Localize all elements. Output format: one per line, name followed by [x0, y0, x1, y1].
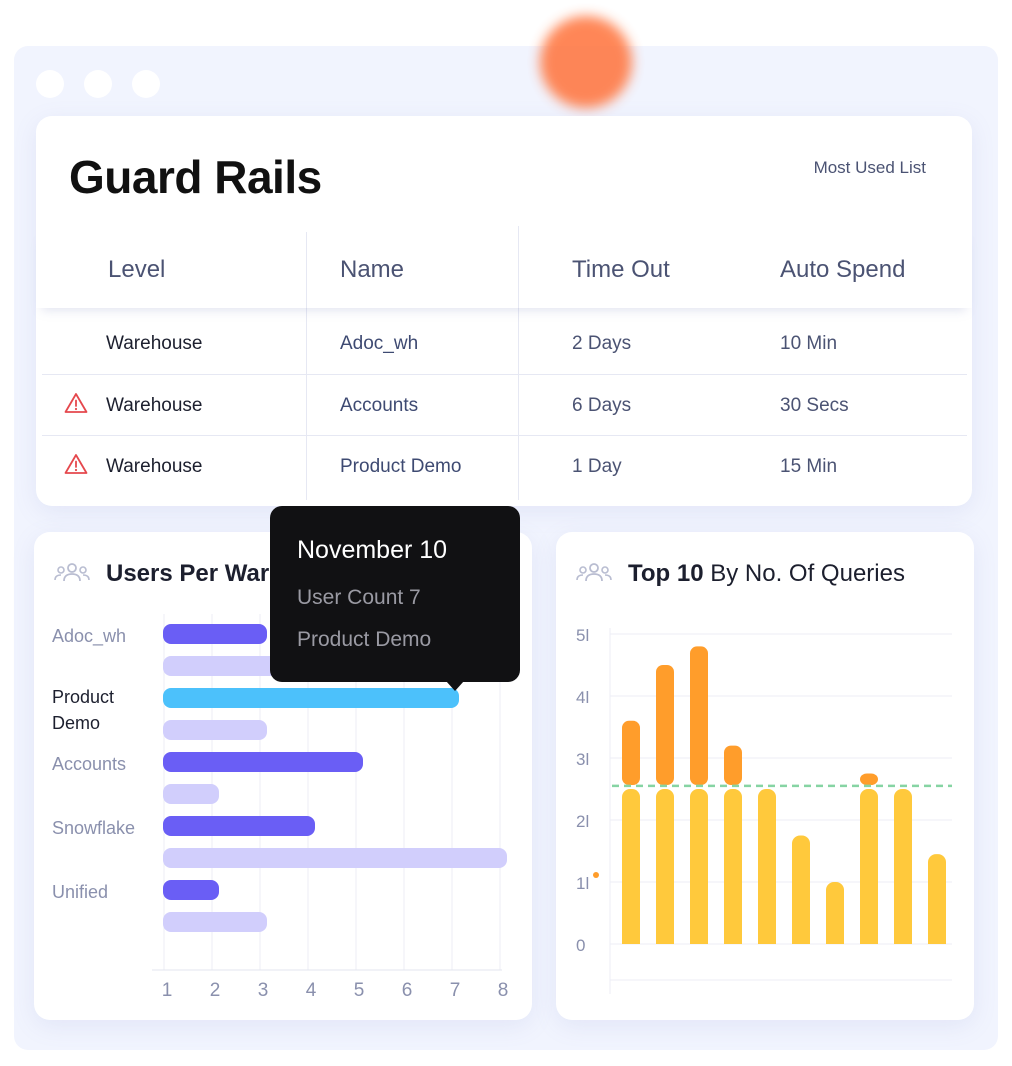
- bar-top: [622, 720, 640, 785]
- row-auto-spend: 15 Min: [780, 456, 838, 477]
- x-tick-label: 3: [258, 980, 269, 1001]
- category-label: Snowflake: [52, 818, 135, 838]
- y-tick-label: 4l: [576, 688, 589, 707]
- category-label: Accounts: [52, 754, 126, 774]
- x-tick-label: 8: [498, 980, 509, 1001]
- chart-tooltip: November 10 User Count 7 Product Demo: [270, 506, 520, 691]
- column-header-name[interactable]: Name: [340, 256, 405, 283]
- bar-fill: [622, 797, 640, 944]
- row-level: Warehouse: [106, 395, 203, 416]
- row-time-out: 6 Days: [572, 395, 632, 416]
- x-tick-label: 7: [450, 980, 461, 1001]
- users-icon: [576, 563, 612, 582]
- bar-fill: [656, 797, 674, 944]
- top-queries-card: Top 10 By No. Of Queries 0 1l 2l 3l 4l 5l: [556, 532, 974, 1020]
- bar: [163, 624, 267, 644]
- bar-top: [860, 773, 878, 785]
- x-tick-label: 6: [402, 980, 413, 1001]
- row-name: Product Demo: [340, 456, 462, 477]
- row-time-out: 2 Days: [572, 333, 632, 354]
- window-dot-3[interactable]: [132, 70, 160, 98]
- window-dot-1[interactable]: [36, 70, 64, 98]
- row-name: Accounts: [340, 395, 419, 416]
- x-tick-label: 1: [162, 980, 173, 1001]
- bar-top: [724, 745, 742, 785]
- row-auto-spend: 10 Min: [780, 333, 838, 354]
- category-label: Unified: [52, 882, 108, 902]
- y-tick-label: 3l: [576, 750, 589, 769]
- column-divider: [518, 226, 519, 500]
- users-icon: [54, 563, 90, 582]
- table-row[interactable]: Warehouse Adoc_wh 2 Days 10 Min: [42, 314, 967, 375]
- row-level: Warehouse: [106, 333, 203, 354]
- category-label: Product Demo: [52, 687, 114, 733]
- warning-icon: [64, 393, 88, 413]
- bar: [163, 752, 363, 772]
- queries-card-title: Top 10 By No. Of Queries: [628, 560, 905, 587]
- window-dot-2[interactable]: [84, 70, 112, 98]
- bar-fill: [826, 890, 844, 944]
- x-tick-label: 5: [354, 980, 365, 1001]
- top-queries-chart: 0 1l 2l 3l 4l 5l: [576, 626, 952, 994]
- column-header-time-out[interactable]: Time Out: [572, 256, 670, 283]
- bar-fill: [928, 862, 946, 944]
- table-row[interactable]: Warehouse Product Demo 1 Day 15 Min: [42, 436, 967, 496]
- bar-fill: [860, 797, 878, 944]
- y-tick-label: 1l: [576, 874, 589, 893]
- bar: [163, 688, 459, 708]
- bar: [163, 720, 267, 740]
- y-tick-label: 2l: [576, 812, 589, 831]
- tooltip-date: November 10: [297, 536, 448, 564]
- row-time-out: 1 Day: [572, 456, 622, 477]
- bar: [163, 848, 507, 868]
- y-tick-label: 5l: [576, 626, 589, 645]
- row-auto-spend: 30 Secs: [780, 395, 849, 416]
- table-row[interactable]: Warehouse Accounts 6 Days 30 Secs: [42, 375, 967, 436]
- bar-fill: [690, 797, 708, 944]
- column-header-auto-spend[interactable]: Auto Spend: [780, 256, 906, 283]
- column-divider: [306, 232, 307, 500]
- bar: [163, 816, 315, 836]
- y-tick-label: 0: [576, 936, 585, 955]
- bar: [163, 912, 267, 932]
- x-tick-label: 4: [306, 980, 317, 1001]
- bar-fill: [758, 797, 776, 944]
- bar-top: [690, 646, 708, 785]
- bar: [163, 880, 219, 900]
- bar-fill: [792, 843, 810, 944]
- warning-icon: [64, 454, 88, 474]
- table-header: Level Name Time Out Auto Spend: [36, 228, 972, 308]
- row-level: Warehouse: [106, 456, 203, 477]
- x-tick-label: 2: [210, 980, 221, 1001]
- bar-fill: [894, 797, 912, 944]
- tooltip-warehouse: Product Demo: [297, 628, 432, 651]
- row-name: Adoc_wh: [340, 333, 419, 354]
- users-card-title: Users Per War: [106, 560, 270, 587]
- decorative-blob: [540, 16, 632, 108]
- most-used-list-link[interactable]: Most Used List: [813, 158, 926, 177]
- category-label: Adoc_wh: [52, 626, 126, 647]
- column-header-level[interactable]: Level: [108, 256, 166, 283]
- marker-dot: [593, 872, 599, 878]
- tooltip-metric: User Count 7: [297, 586, 421, 609]
- page-title: Guard Rails: [69, 151, 322, 203]
- bar: [163, 784, 219, 804]
- guard-rails-card: Guard Rails Most Used List Level Name Ti…: [36, 116, 972, 506]
- bar-fill: [724, 797, 742, 944]
- bar-top: [656, 665, 674, 785]
